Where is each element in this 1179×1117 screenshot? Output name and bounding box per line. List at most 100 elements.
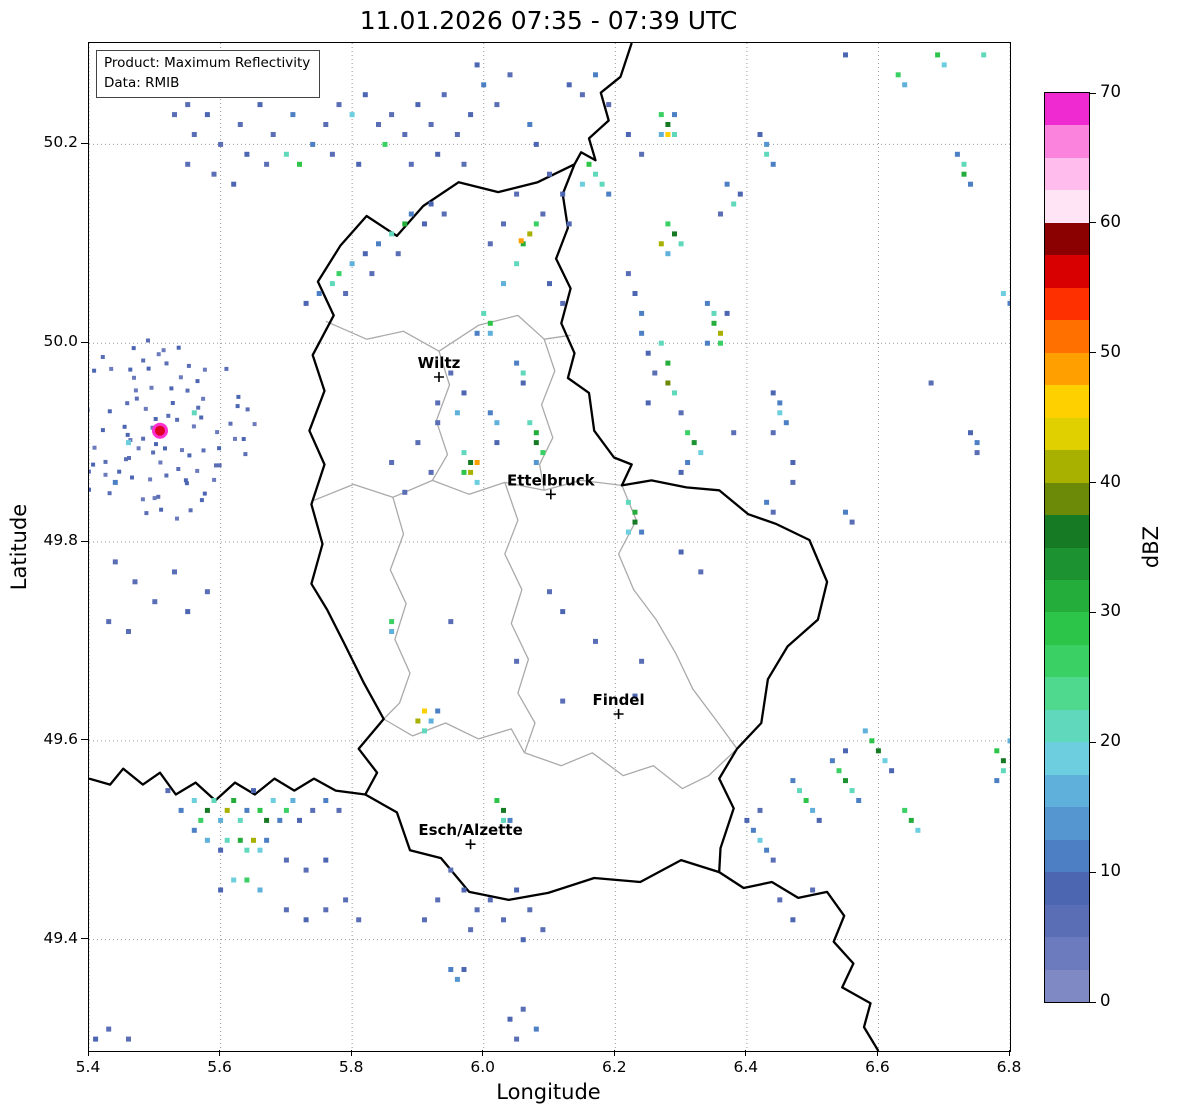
radar-echo-pixel [783,420,789,426]
radar-echo-pixel [764,499,770,505]
radar-echo-pixel [514,887,520,893]
clutter-ring-pixel [202,367,207,372]
radar-echo-pixel [474,62,480,68]
radar-echo-pixel [264,161,270,167]
clutter-ring-pixel [156,352,161,357]
radar-echo-pixel [514,1036,520,1042]
radar-echo-pixel [875,748,881,754]
radar-echo-pixel [678,469,684,475]
clutter-ring-pixel [150,425,155,430]
radar-echo-pixel [731,430,737,436]
radar-echo-pixel [757,807,763,813]
radar-echo-pixel [204,807,210,813]
radar-echo-pixel [849,788,855,794]
radar-echo-pixel [625,529,631,535]
clutter-ring-pixel [103,459,108,464]
clutter-ring-pixel [170,401,175,405]
radar-echo-pixel [895,72,901,78]
radar-echo-pixel [270,798,276,803]
radar-echo-pixel [777,400,783,406]
radar-echo-pixel [402,132,408,137]
radar-echo-pixel [935,52,941,58]
clutter-ring-pixel [166,413,171,418]
radar-echo-pixel [810,807,816,813]
colorbar-band [1045,839,1089,873]
x-tick-mark [219,1050,221,1056]
colorbar-band [1045,677,1089,710]
radar-echo-pixel [527,907,533,913]
radar-echo-pixel [448,370,454,376]
radar-echo-pixel [251,837,256,843]
radar-echo-pixel [474,479,480,485]
colorbar-band [1045,222,1089,256]
radar-echo-pixel [599,181,605,187]
map-canvas: Wiltz Ettelbruck Findel Esch/Alzette [89,43,1010,1051]
radar-echo-pixel [672,132,677,137]
clutter-ring-pixel [201,396,206,401]
x-tick-label: 6.0 [470,1058,496,1076]
radar-echo-pixel [415,440,421,446]
colorbar-tick-label: 20 [1100,731,1121,751]
clutter-ring-pixel [191,424,196,429]
clutter-ring-pixel [176,467,181,471]
radar-echo-pixel [165,788,171,794]
clutter-ring-pixel [122,424,127,429]
clutter-ring-pixel [100,355,105,359]
radar-echo-pixel [487,897,493,903]
radar-echo-pixel [770,509,776,515]
radar-echo-pixel [764,141,770,147]
clutter-ring-pixel [124,457,128,462]
radar-echo-pixel [672,112,677,118]
radar-echo-pixel [632,693,638,699]
country-border-path [573,43,633,165]
radar-echo-pixel [376,122,381,127]
clutter-ring-pixel [117,469,122,474]
colorbar-band [1045,709,1089,743]
clutter-ring-pixel [195,379,200,384]
radar-echo-pixel [902,82,908,88]
radar-echo-pixel [415,102,421,108]
radar-echo-pixel [461,887,467,893]
radar-echo-pixel [843,748,848,754]
clutter-ring-pixel [107,409,112,414]
x-tick-label: 5.8 [338,1058,364,1076]
clutter-ring-pixel [243,452,248,457]
colorbar-tick-label: 30 [1100,601,1121,621]
radar-echo-pixel [586,161,592,167]
colorbar-band [1045,385,1089,418]
radar-echo-pixel [968,430,973,436]
clutter-ring-pixel [195,468,200,473]
radar-echo-pixel [270,132,276,137]
radar-echo-pixel [974,440,980,446]
radar-echo-pixel [882,758,888,764]
radar-echo-pixel [547,281,552,287]
radar-echo-pixel [685,430,691,436]
radar-echo-pixel [994,778,1000,784]
clutter-ring-pixel [185,388,190,393]
clutter-ring-pixel [159,507,164,512]
radar-echo-pixel [454,132,460,137]
radar-echo-pixel [507,72,513,78]
radar-echo-pixel [435,708,441,714]
radar-echo-pixel [560,300,566,306]
radar-echo-pixel [501,817,506,823]
clutter-ring-pixel [141,358,146,363]
radar-echo-pixel [494,420,500,426]
radar-echo-pixel [448,619,454,625]
radar-echo-pixel [533,141,539,147]
radar-echo-pixel [362,92,368,98]
colorbar-band [1045,579,1089,613]
clutter-ring-pixel [214,463,218,468]
radar-echo-pixel [757,132,763,137]
x-tick-mark [350,1050,352,1056]
district-border-path [313,479,622,501]
x-tick-mark [87,1050,89,1056]
clutter-ring-pixel [89,469,91,474]
clutter-ring-pixel [151,450,156,455]
radar-echo-pixel [672,390,677,396]
x-tick-label: 6.8 [996,1058,1022,1076]
radar-echo-pixel [533,1026,539,1032]
radar-echo-pixel [632,519,638,525]
radar-echo-pixel [869,738,875,744]
radar-echo-pixel [790,917,796,923]
